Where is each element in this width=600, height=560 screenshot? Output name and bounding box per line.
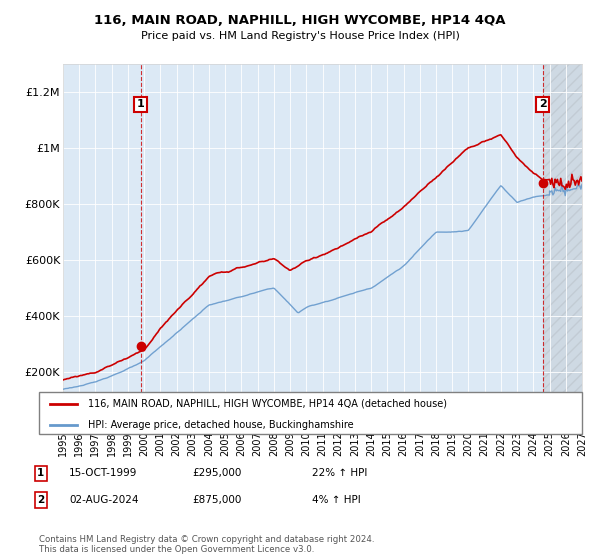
- Text: 02-AUG-2024: 02-AUG-2024: [69, 495, 139, 505]
- Text: Price paid vs. HM Land Registry's House Price Index (HPI): Price paid vs. HM Land Registry's House …: [140, 31, 460, 41]
- Text: 1: 1: [137, 100, 145, 109]
- Text: 116, MAIN ROAD, NAPHILL, HIGH WYCOMBE, HP14 4QA: 116, MAIN ROAD, NAPHILL, HIGH WYCOMBE, H…: [94, 14, 506, 27]
- Text: £875,000: £875,000: [192, 495, 241, 505]
- Text: 2: 2: [37, 495, 44, 505]
- Bar: [543, 64, 582, 428]
- Text: £295,000: £295,000: [192, 468, 241, 478]
- Text: 116, MAIN ROAD, NAPHILL, HIGH WYCOMBE, HP14 4QA (detached house): 116, MAIN ROAD, NAPHILL, HIGH WYCOMBE, H…: [88, 399, 447, 409]
- Bar: [543, 64, 582, 428]
- Text: HPI: Average price, detached house, Buckinghamshire: HPI: Average price, detached house, Buck…: [88, 420, 353, 430]
- Text: 1: 1: [37, 468, 44, 478]
- Text: 2: 2: [539, 100, 547, 109]
- Text: 22% ↑ HPI: 22% ↑ HPI: [312, 468, 367, 478]
- Text: Contains HM Land Registry data © Crown copyright and database right 2024.
This d: Contains HM Land Registry data © Crown c…: [39, 535, 374, 554]
- Text: 4% ↑ HPI: 4% ↑ HPI: [312, 495, 361, 505]
- Text: 15-OCT-1999: 15-OCT-1999: [69, 468, 137, 478]
- FancyBboxPatch shape: [39, 392, 582, 434]
